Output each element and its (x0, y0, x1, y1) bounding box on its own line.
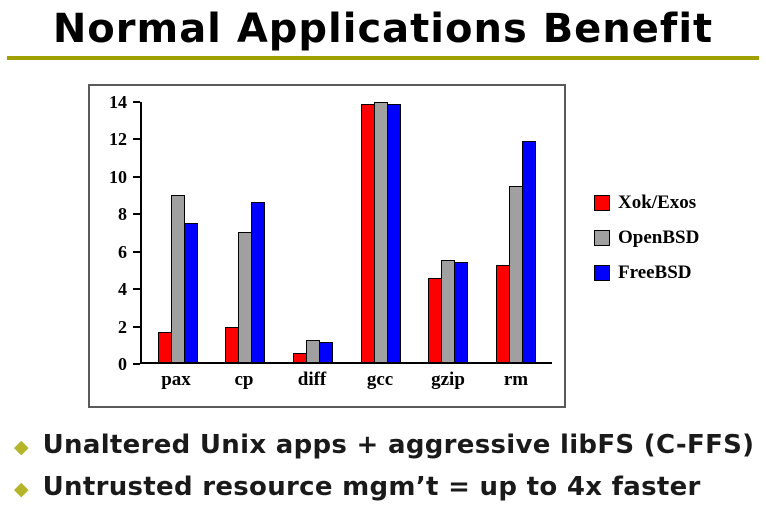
y-tick-label: 14 (109, 92, 127, 112)
bar (428, 278, 443, 362)
bar (251, 202, 266, 362)
bullet-item: ◆ Unaltered Unix apps + aggressive libFS… (14, 430, 766, 460)
bar (319, 341, 334, 362)
bar (496, 265, 511, 362)
legend-label: Xok/Exos (618, 192, 697, 213)
bar (360, 103, 375, 362)
bar (225, 326, 240, 362)
y-tick-mark (133, 138, 140, 141)
bar (386, 103, 401, 362)
legend-swatch (594, 195, 610, 211)
legend-item: OpenBSD (594, 227, 699, 249)
y-tick-mark (133, 250, 140, 253)
y-tick-label: 6 (118, 241, 127, 262)
y-tick-mark (133, 213, 140, 216)
bar (157, 332, 172, 362)
y-tick-label: 0 (118, 354, 127, 374)
bar (522, 141, 537, 362)
x-axis-labels: pax cp diff gcc gzip rm (140, 364, 552, 391)
diamond-bullet-icon: ◆ (14, 478, 29, 500)
bar-group (153, 102, 203, 362)
y-tick-mark (133, 288, 140, 291)
legend-label: FreeBSD (618, 262, 692, 283)
y-tick-label: 8 (118, 204, 127, 225)
y-tick-mark (133, 325, 140, 328)
title-underline (7, 56, 759, 60)
bar-chart: 0 2 4 6 8 10 12 14 pax cp diff gcc gzip rm Xok/Exos O… (88, 84, 760, 410)
y-axis: 0 2 4 6 8 10 12 14 (96, 93, 140, 373)
page-title: Normal Applications Benefit (52, 6, 714, 52)
bar (293, 352, 308, 362)
x-axis-label: cp (234, 369, 254, 390)
bullet-text: Untrusted resource mgm’t = up to 4x fast… (42, 472, 701, 502)
legend-swatch (594, 265, 610, 281)
legend-item: FreeBSD (594, 262, 699, 284)
bullet-list: ◆ Unaltered Unix apps + aggressive libFS… (14, 430, 766, 502)
bar (183, 222, 198, 362)
x-axis-label: gcc (366, 369, 394, 390)
bar (373, 102, 388, 362)
bar (170, 194, 185, 362)
bar (454, 261, 469, 362)
x-axis-label: diff (297, 369, 327, 390)
bar (306, 339, 321, 362)
chart-legend: Xok/Exos OpenBSD FreeBSD (594, 192, 699, 284)
x-axis-label: gzip (431, 369, 465, 390)
y-tick-label: 4 (118, 279, 127, 300)
diamond-bullet-icon: ◆ (14, 436, 29, 458)
legend-swatch (594, 230, 610, 246)
legend-label: OpenBSD (618, 227, 700, 248)
legend-item: Xok/Exos (594, 192, 699, 214)
x-axis-label: pax (161, 369, 191, 390)
y-tick-label: 10 (109, 166, 127, 187)
bullet-item: ◆ Untrusted resource mgm’t = up to 4x fa… (14, 472, 766, 502)
bar (238, 232, 253, 362)
bar (441, 259, 456, 362)
x-axis-label: rm (503, 369, 529, 390)
bar-group (423, 102, 473, 362)
y-tick-label: 12 (109, 129, 127, 150)
bullet-text: Unaltered Unix apps + aggressive libFS (… (42, 430, 755, 460)
y-tick-mark (133, 363, 140, 365)
bar-group (288, 102, 338, 362)
bar (509, 185, 524, 362)
bars-area (140, 102, 552, 364)
bar-group (356, 102, 406, 362)
bar-group (491, 102, 541, 362)
plot-row: 0 2 4 6 8 10 12 14 (96, 93, 552, 373)
y-tick-mark (133, 101, 140, 103)
y-tick-mark (133, 175, 140, 178)
chart-frame: 0 2 4 6 8 10 12 14 pax cp diff gcc gzip rm (88, 84, 566, 408)
bar-group (220, 102, 270, 362)
y-tick-label: 2 (118, 316, 127, 337)
